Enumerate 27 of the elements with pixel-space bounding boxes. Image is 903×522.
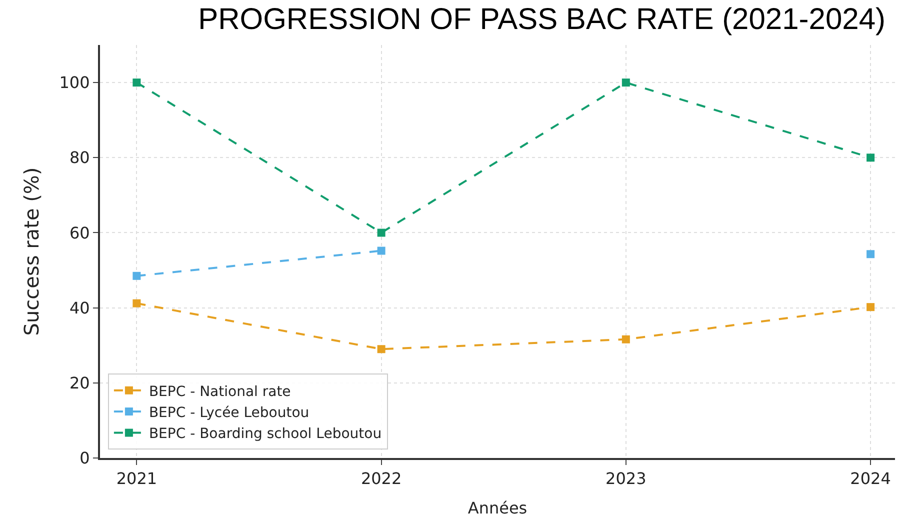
x-tick-label: 2021 — [116, 469, 158, 488]
y-tick-label: 80 — [69, 148, 90, 168]
y-axis-title: Success rate (%) — [19, 167, 44, 336]
y-tick-label: 100 — [59, 73, 90, 92]
point — [866, 250, 875, 258]
x-tick-label: 2023 — [606, 469, 646, 488]
point — [622, 335, 630, 344]
point — [866, 303, 875, 312]
y-tick-label: 0 — [80, 448, 90, 468]
point — [132, 78, 141, 87]
point — [132, 272, 141, 280]
point — [377, 228, 386, 237]
point — [377, 246, 386, 255]
y-tick-label: 60 — [69, 223, 90, 242]
x-tick-label: 2024 — [850, 469, 891, 488]
chart-title: PROGRESSION OF PASS BAC RATE (2021-2024) — [198, 2, 886, 36]
x-tick-label: 2022 — [360, 469, 402, 488]
point — [132, 299, 141, 308]
y-tick-label: 40 — [69, 298, 90, 318]
point — [377, 345, 386, 354]
legend-label: BEPC - Boarding school Leboutou — [148, 426, 382, 442]
legend-label: BEPC - National rate — [148, 384, 291, 400]
point — [866, 154, 875, 162]
point — [622, 78, 630, 87]
x-axis-title: Années — [468, 498, 528, 518]
legend-label: BEPC - Lycée Leboutou — [148, 405, 310, 421]
y-tick-label: 20 — [69, 374, 90, 393]
